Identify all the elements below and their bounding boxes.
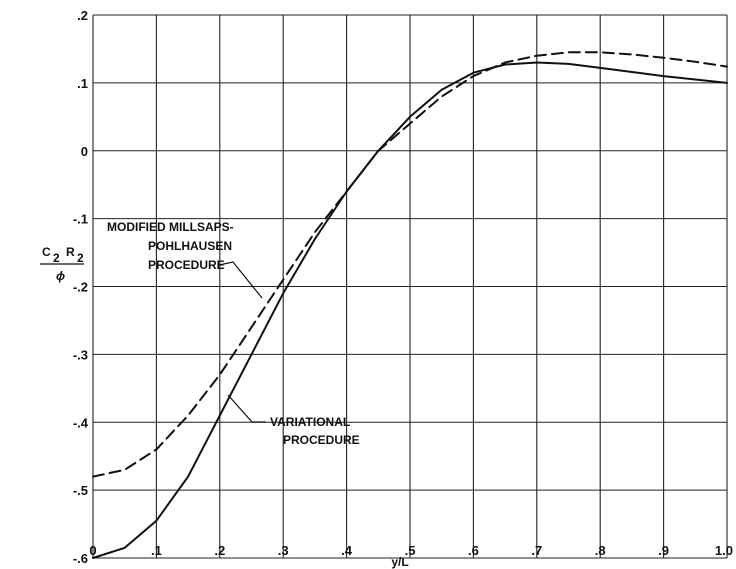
annotation-1-line-1: MODIFIED MILLSAPS- xyxy=(107,220,234,234)
y-label-c: C xyxy=(42,245,51,259)
y-tick-label: -.1 xyxy=(73,212,88,227)
x-tick-label: .1 xyxy=(151,543,162,558)
x-axis-label: y/L xyxy=(391,555,408,569)
annotation-variational: VARIATIONAL PROCEDURE xyxy=(227,394,360,447)
y-tick-label: -.6 xyxy=(73,551,88,566)
x-tick-label: .2 xyxy=(214,543,225,558)
y-tick-labels: .2 .1 0 -.1 -.2 -.3 -.4 -.5 -.6 xyxy=(73,8,89,566)
x-tick-label: .4 xyxy=(341,543,353,558)
series-line-dashed xyxy=(92,51,728,478)
y-tick-label: .2 xyxy=(77,8,88,23)
y-axis-label: C 2 R 2 ϕ xyxy=(40,245,84,283)
grid xyxy=(92,14,728,559)
y-label-r: R xyxy=(66,245,75,259)
series-line-solid xyxy=(92,61,728,559)
y-label-denominator: ϕ xyxy=(56,269,65,283)
y-label-r-sub: 2 xyxy=(77,251,84,265)
x-tick-label: 0 xyxy=(89,543,96,558)
x-tick-label: .9 xyxy=(658,543,669,558)
series-lines xyxy=(92,51,728,559)
x-tick-label: .6 xyxy=(468,543,479,558)
y-tick-label: -.5 xyxy=(73,483,88,498)
x-tick-label: .3 xyxy=(278,543,289,558)
y-tick-label: .1 xyxy=(77,76,88,91)
x-tick-label: 1.0 xyxy=(715,543,733,558)
y-label-c-sub: 2 xyxy=(53,251,60,265)
x-tick-label: .8 xyxy=(595,543,606,558)
annotation-modified-millsaps: MODIFIED MILLSAPS- POHLHAUSEN PROCEDURE xyxy=(107,220,263,299)
x-tick-label: .5 xyxy=(405,543,416,558)
annotation-2-leader xyxy=(227,394,266,423)
annotation-1-line-3: PROCEDURE xyxy=(148,258,225,272)
y-tick-label: -.3 xyxy=(73,347,88,362)
y-tick-label: -.4 xyxy=(73,415,89,430)
y-tick-label: -.2 xyxy=(73,280,88,295)
y-tick-label: 0 xyxy=(81,144,88,159)
x-tick-label: .7 xyxy=(531,543,542,558)
annotation-1-leader xyxy=(218,261,263,299)
annotation-1-line-2: POHLHAUSEN xyxy=(148,239,232,253)
annotation-2-line-2: PROCEDURE xyxy=(283,433,360,447)
annotation-2-line-1: VARIATIONAL xyxy=(270,415,350,429)
x-tick-labels: 0 .1 .2 .3 .4 .5 .6 .7 .8 .9 1.0 xyxy=(89,543,733,558)
